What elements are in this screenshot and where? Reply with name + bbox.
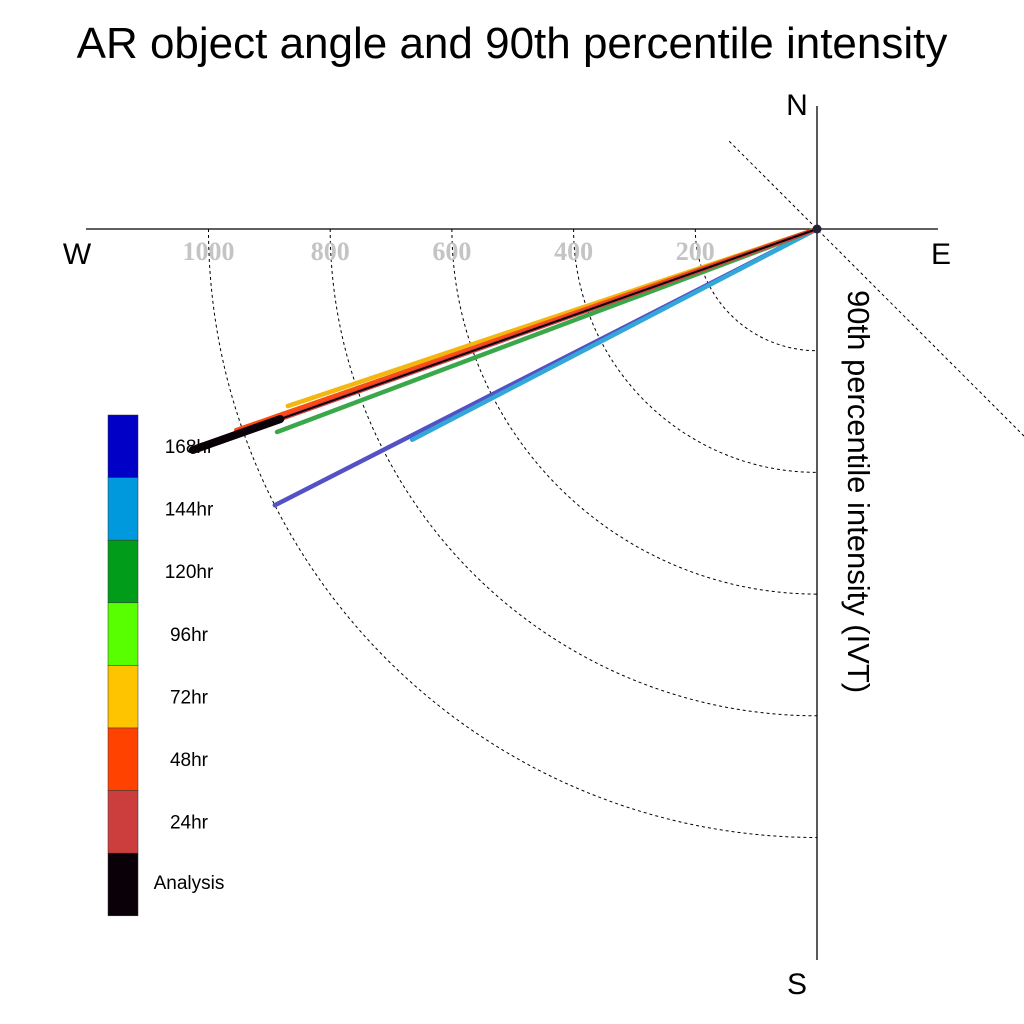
legend-swatch [107,539,139,604]
legend-label: 48hr [170,750,209,771]
legend-label: Analysis [154,873,225,894]
compass-east: E [931,238,951,271]
radial-tick-labels: 200 400 600 800 1000 [183,237,715,266]
legend: 168hr 144hr 120hr 96hr 72hr 48hr 24hr Analysis [107,414,225,917]
legend-label: 120hr [165,562,214,583]
grid-arc [208,228,818,838]
compass-west: W [63,238,92,271]
legend-label: 144hr [165,500,214,521]
legend-label: 168hr [165,437,214,458]
compass-north: N [786,89,808,122]
grid-arc [329,228,818,717]
vector-analysis-thick [188,415,285,454]
legend-swatch [107,414,139,478]
legend-swatch [107,790,139,854]
radial-tick-label: 400 [554,237,593,266]
grid-arc [451,228,818,595]
radial-tick-label: 200 [676,237,715,266]
legend-swatch [107,727,139,791]
radial-tick-label: 600 [432,237,471,266]
legend-swatch [107,665,139,729]
radial-axis-label: 90th percentile intensity (IVT) [841,290,876,693]
vector-analysis [191,228,818,451]
vectors [188,226,820,508]
grid [208,140,1024,838]
legend-swatch [107,602,139,666]
grid-arc [694,228,818,352]
radial-tick-label: 800 [311,237,350,266]
origin-marker [812,224,822,234]
legend-label: 24hr [170,813,209,834]
radial-tick-label: 1000 [183,237,235,266]
legend-swatch [107,852,139,917]
vector-144hr [409,226,820,442]
chart-title: AR object angle and 90th percentile inte… [77,19,948,68]
compass-south: S [787,968,807,1001]
legend-swatch [107,477,139,541]
legend-label: 96hr [170,625,209,646]
grid-arc [573,228,818,473]
legend-label: 72hr [170,687,209,708]
